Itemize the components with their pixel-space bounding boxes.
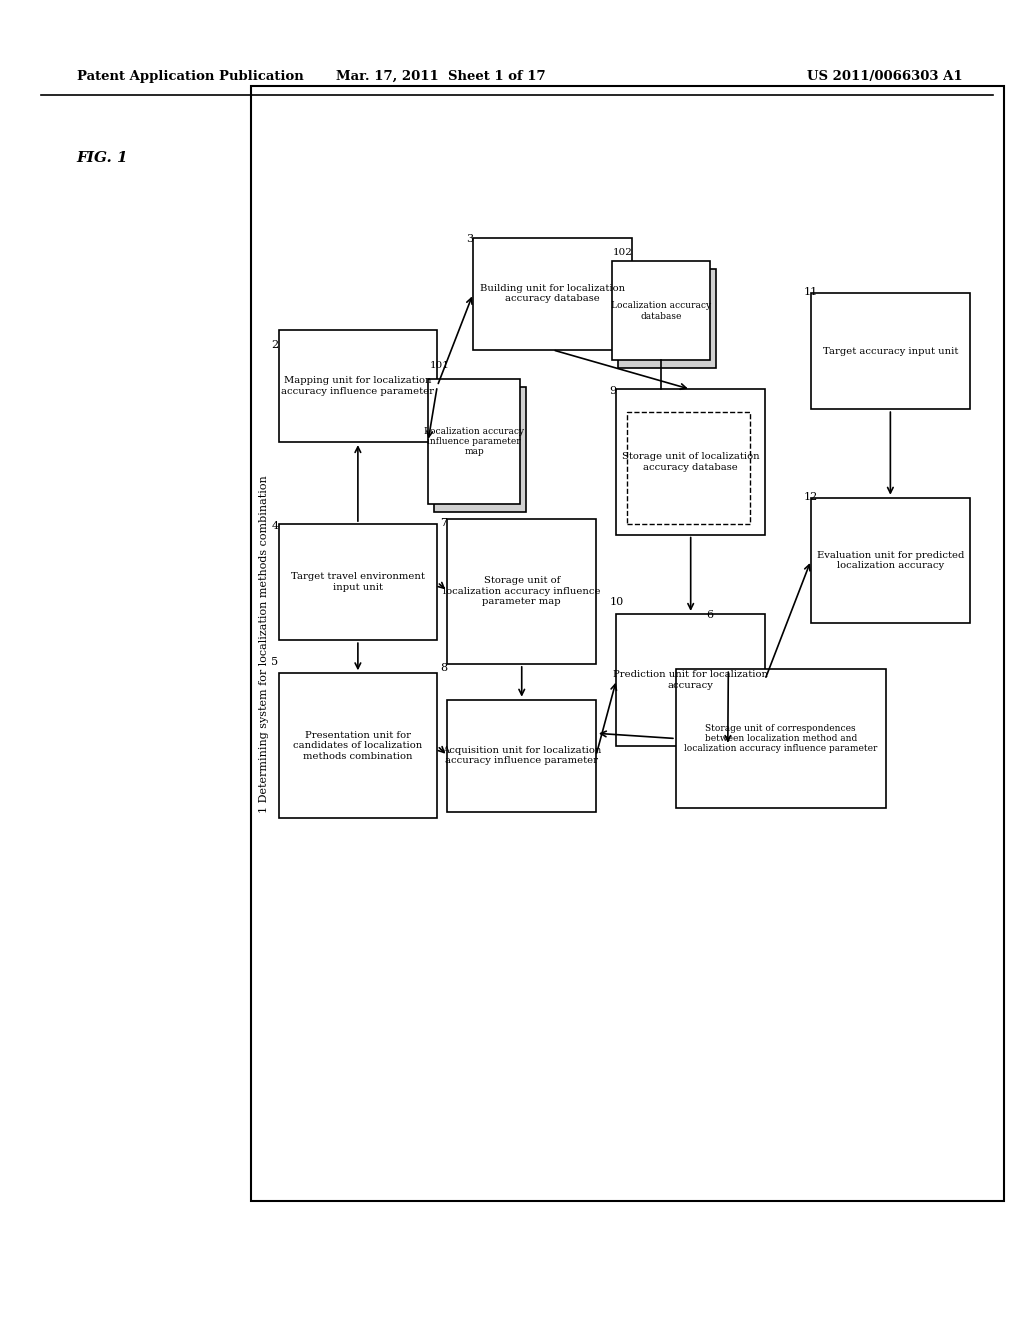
Text: 7: 7 xyxy=(440,517,447,528)
Bar xyxy=(447,519,596,664)
Text: Storage unit of correspondences
between localization method and
localization acc: Storage unit of correspondences between … xyxy=(684,723,878,754)
Text: Storage unit of
localization accuracy influence
parameter map: Storage unit of localization accuracy in… xyxy=(443,577,600,606)
Bar xyxy=(473,238,632,350)
Text: Patent Application Publication: Patent Application Publication xyxy=(77,70,303,83)
Text: Prediction unit for localization
accuracy: Prediction unit for localization accurac… xyxy=(613,671,768,689)
Bar xyxy=(428,379,520,504)
Bar xyxy=(447,700,596,812)
Bar xyxy=(811,293,970,409)
Text: 10: 10 xyxy=(609,597,624,607)
Text: Target travel environment
input unit: Target travel environment input unit xyxy=(291,573,425,591)
Text: Mapping unit for localization
accuracy influence parameter: Mapping unit for localization accuracy i… xyxy=(282,376,434,396)
Text: 3: 3 xyxy=(466,234,473,244)
Text: 8: 8 xyxy=(440,663,447,673)
Bar xyxy=(618,269,716,368)
Text: Mar. 17, 2011  Sheet 1 of 17: Mar. 17, 2011 Sheet 1 of 17 xyxy=(336,70,545,83)
Text: Target accuracy input unit: Target accuracy input unit xyxy=(822,347,958,355)
Bar xyxy=(627,412,750,524)
Bar xyxy=(811,498,970,623)
Bar xyxy=(279,673,437,818)
Bar xyxy=(251,86,1004,1201)
Bar xyxy=(279,524,437,640)
Bar xyxy=(676,669,886,808)
Text: 102: 102 xyxy=(612,248,632,257)
Bar xyxy=(434,387,526,512)
Text: FIG. 1: FIG. 1 xyxy=(77,152,128,165)
Bar xyxy=(279,330,437,442)
Bar xyxy=(612,261,710,360)
Text: 9: 9 xyxy=(609,385,616,396)
Text: Storage unit of localization
accuracy database: Storage unit of localization accuracy da… xyxy=(622,453,760,471)
Text: Localization accuracy
database: Localization accuracy database xyxy=(611,301,711,321)
Text: Localization accuracy
influence parameter
map: Localization accuracy influence paramete… xyxy=(424,426,524,457)
Text: Evaluation unit for predicted
localization accuracy: Evaluation unit for predicted localizati… xyxy=(817,550,964,570)
Text: 1 Determining system for localization methods combination: 1 Determining system for localization me… xyxy=(259,475,269,813)
Text: 5: 5 xyxy=(271,656,279,667)
Bar xyxy=(616,614,765,746)
Text: 2: 2 xyxy=(271,339,279,350)
Text: US 2011/0066303 A1: US 2011/0066303 A1 xyxy=(807,70,963,83)
Text: 11: 11 xyxy=(804,286,818,297)
Text: Presentation unit for
candidates of localization
methods combination: Presentation unit for candidates of loca… xyxy=(293,731,423,760)
Text: 4: 4 xyxy=(271,520,279,531)
Text: 6: 6 xyxy=(707,610,714,620)
Text: 101: 101 xyxy=(430,360,450,370)
Bar xyxy=(616,389,765,535)
Text: 12: 12 xyxy=(804,491,818,502)
Text: Acquisition unit for localization
accuracy influence parameter: Acquisition unit for localization accura… xyxy=(442,746,601,766)
Text: Building unit for localization
accuracy database: Building unit for localization accuracy … xyxy=(480,284,625,304)
